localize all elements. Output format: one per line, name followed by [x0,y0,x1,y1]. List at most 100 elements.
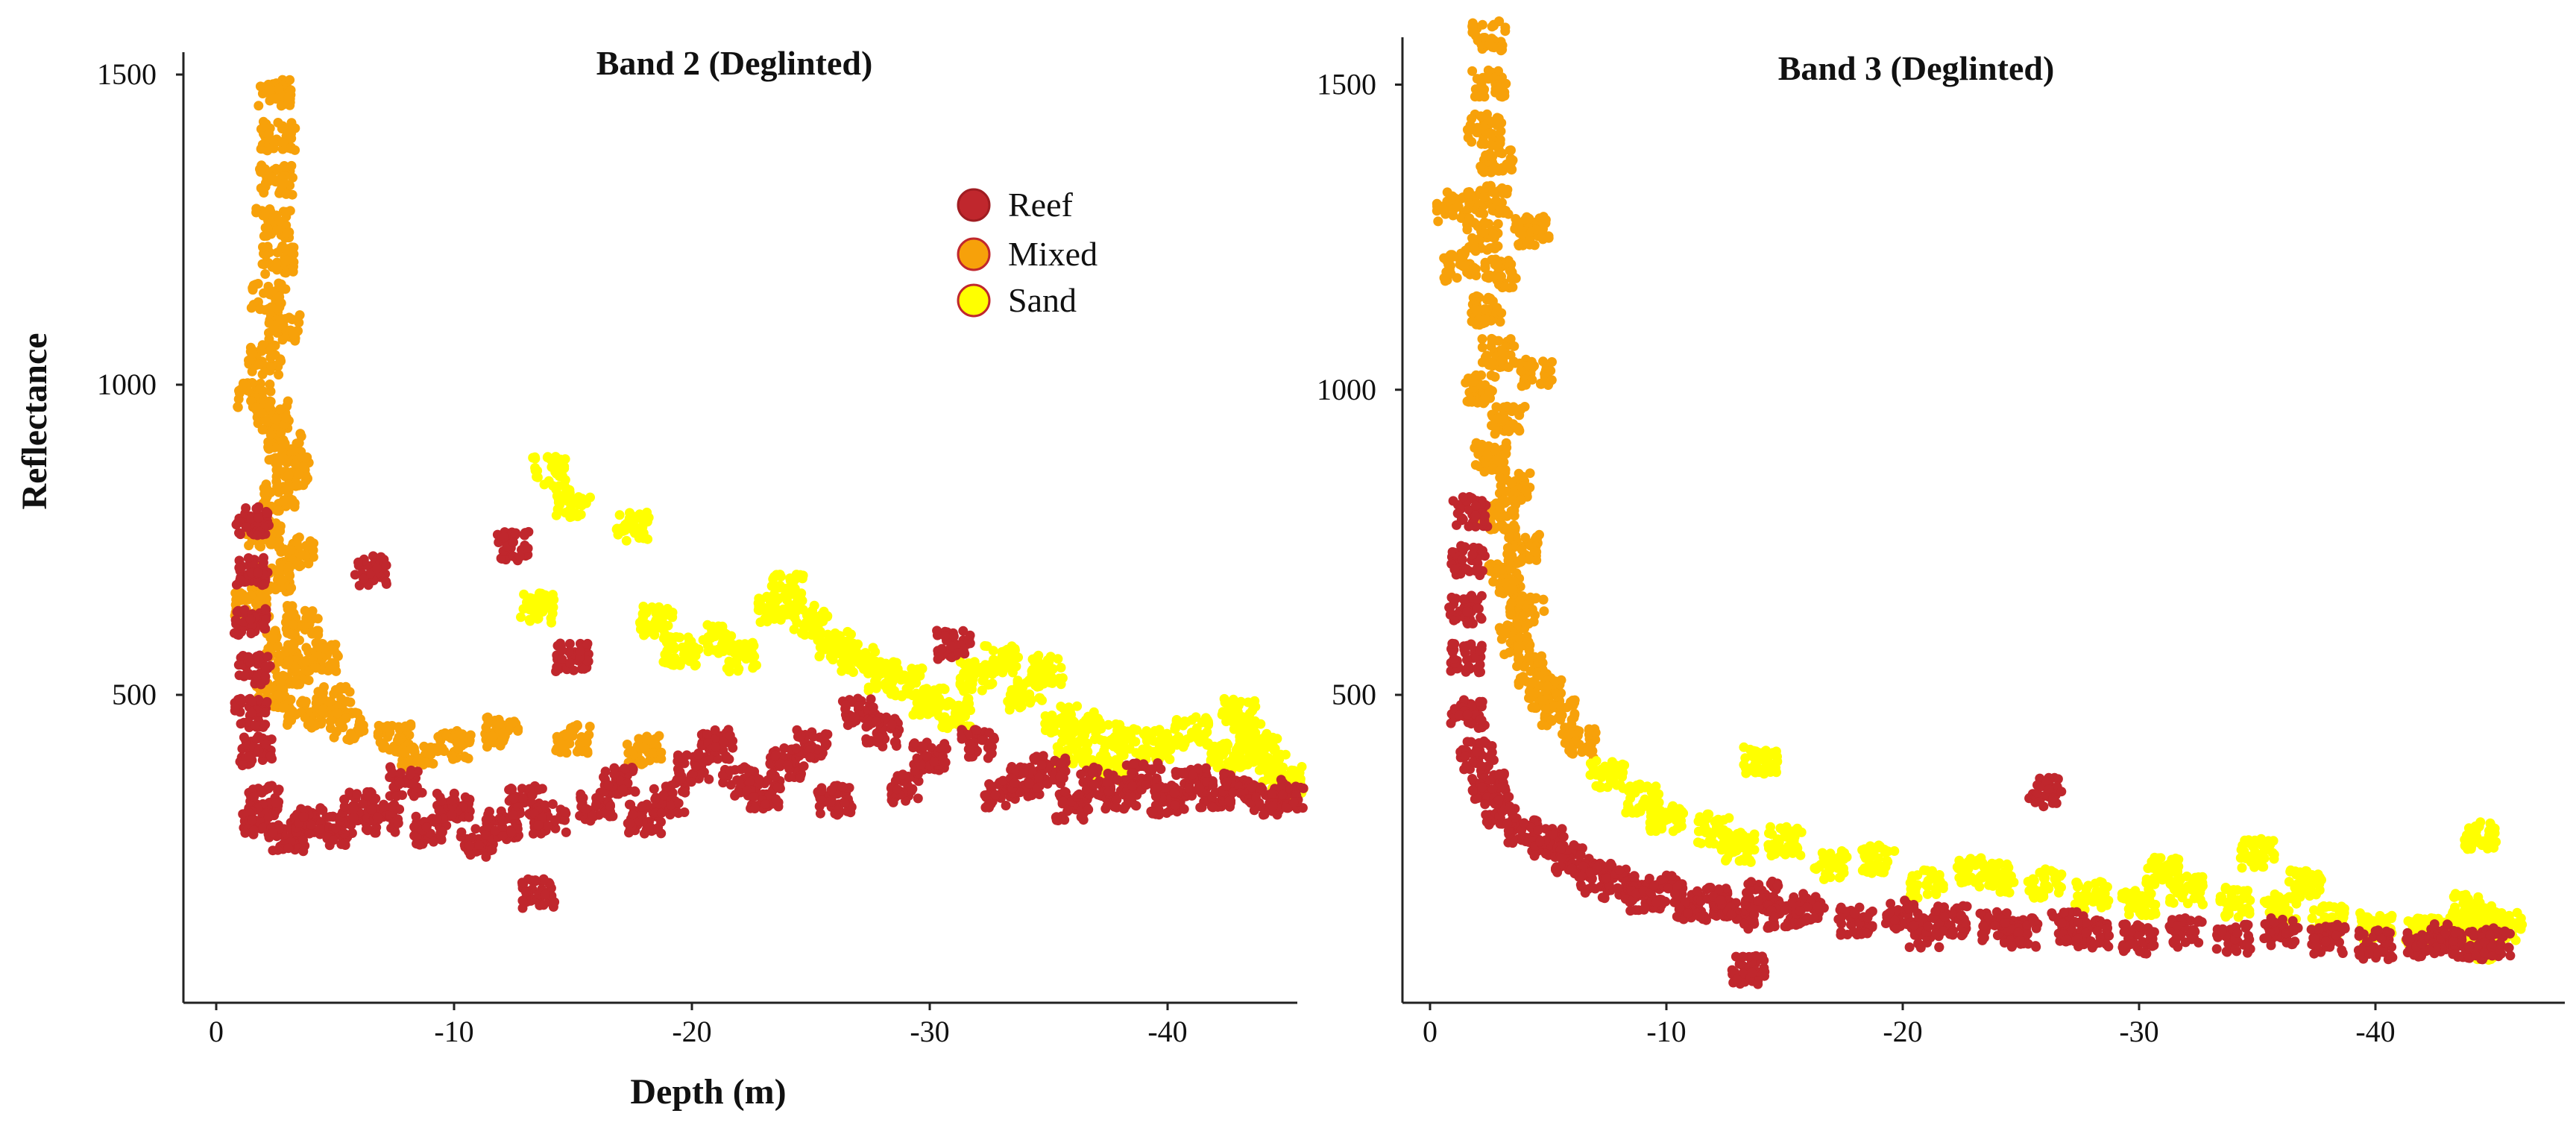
band2-sand-dot [621,535,632,546]
band2-mixed-dot [286,160,297,171]
band2-reef-dot [932,626,942,636]
band2-mixed-dot [482,713,492,723]
band2-mixed-dot [346,730,356,740]
band2-sand-dot [870,646,881,657]
band2-mixed-dot [286,604,297,614]
band2-x-axis-title: Depth (m) [630,1072,786,1112]
band2-reef-dot [771,794,781,804]
band2-mixed-dot [272,641,283,652]
band2-reef-dot [252,530,262,541]
band2-reef-dot [432,813,442,824]
band2-sand-dot [693,644,704,655]
band2-sand-dot [891,670,901,681]
band2-reef-dot [575,646,585,656]
band2-mixed-dot [308,545,318,555]
band2-mixed-dot [293,470,303,480]
band2-sand-dot [1049,726,1059,737]
band2-mixed-dot [274,292,285,302]
band2-reef-dot [1169,787,1180,798]
band2-sand-dot [678,649,689,660]
band2-sand-dot [712,626,722,637]
band2-sand-dot [871,683,881,693]
band2-sand-dot [536,588,547,599]
band2-reef-dot [728,743,738,753]
band2-mixed-dot [309,538,319,549]
band2-mixed-dot [300,453,310,463]
band2-reef-dot [980,802,991,813]
band2-reef-dot [246,628,256,639]
band2-reef-dot [1059,787,1070,797]
band2-reef-dot [725,731,735,740]
band2-reef-dot [918,741,928,752]
band2-mixed-dot [276,101,286,111]
band2-sand-dot [620,520,630,530]
legend-mixed-label: Mixed [1008,235,1098,273]
band2-reef-dot [394,778,405,788]
band2-sand-dot [1112,761,1122,772]
band2-reef-dot [625,818,635,828]
band2-mixed-dot [286,715,297,725]
band2-reef-dot [1178,769,1188,779]
band2-mixed-dot [253,279,263,289]
band2-mixed-dot [585,722,595,731]
band2-mixed-dot [272,248,283,258]
band2-reef-point [837,693,881,732]
band2-reef-dot [965,745,975,755]
band2-reef-dot [1083,804,1094,815]
band3-mixed-dot [1500,26,1511,37]
band2-sand-dot [876,669,887,679]
band2-mixed-dot [270,341,280,350]
band2-reef-dot [711,742,721,752]
band2-reef-dot [912,753,922,763]
band2-sand-dot [1020,691,1030,702]
band2-reef-dot [396,768,406,778]
band2-reef-point [551,638,593,676]
band2-reef-dot [854,701,864,711]
band2-reef-dot [1112,794,1122,804]
band2-mixed-dot [482,742,492,752]
band2-mixed-dot [283,470,294,480]
band2-mixed-dot [319,643,330,654]
band2-reef-dot [239,732,249,743]
band2-mixed-dot [258,386,268,397]
band2-reef-dot [283,843,294,854]
band2-mixed-dot [244,541,254,551]
band2-reef-dot [260,719,271,730]
band2-mixed-dot [313,687,324,697]
band2-reef-dot [957,734,967,744]
band2-reef-dot [409,778,418,789]
band2-title: Band 2 (Deglinted) [596,44,873,82]
band2-reef-point [361,799,405,838]
band2-sand-dot [702,634,712,645]
band2-sand-dot [917,664,928,674]
band2-reef-dot [393,818,403,828]
band2-mixed-dot [341,713,351,723]
band2-sand-dot [1117,740,1127,751]
band2-sand-point [1135,725,1176,764]
band2-sand-dot [797,573,807,584]
band2-sand-dot [753,598,763,608]
band2-mixed-dot [271,415,281,425]
band2-sand-dot [1234,741,1244,752]
legend-reef-swatch [957,188,991,222]
legend-sand-label: Sand [1008,281,1077,319]
band2-reef-dot [371,828,381,838]
band2-reef-dot [1087,767,1098,778]
band2-reef-dot [517,878,527,888]
band2-mixed-dot [294,438,304,448]
band2-mixed-dot [283,656,294,667]
band2-mixed-dot [380,742,390,752]
band2-sand-dot [1056,737,1067,747]
band2-mixed-dot [358,720,368,731]
band2-reef-dot [770,750,781,760]
band2-reef-dot [1029,753,1039,763]
band2-sand-dot [718,646,728,657]
band2-sand-dot [664,655,674,664]
band2-sand-dot [775,581,785,591]
band2-sand-dot [767,591,777,602]
band2-reef-dot [749,792,759,802]
band2-reef-dot [447,810,457,820]
band2-reef-dot [977,735,987,746]
band2-reef-dot [1102,801,1112,811]
band2-reef-dot [256,787,267,798]
